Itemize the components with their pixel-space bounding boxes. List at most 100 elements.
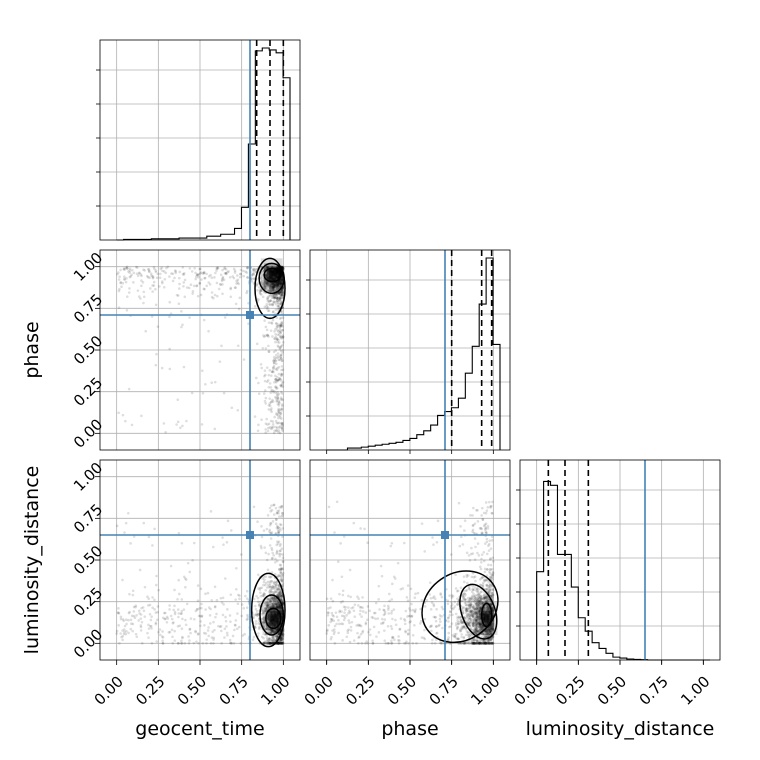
sample-point: [281, 267, 285, 270]
sample-point: [182, 575, 186, 579]
sample-point: [263, 601, 266, 605]
sample-point: [266, 614, 270, 617]
sample-point: [275, 605, 279, 609]
sample-point: [277, 642, 281, 645]
sample-point: [391, 582, 394, 586]
sample-point: [137, 295, 141, 298]
sample-point: [266, 616, 270, 620]
sample-point: [278, 282, 282, 286]
sample-point: [277, 275, 280, 279]
sample-point: [273, 623, 277, 627]
sample-point: [277, 274, 280, 277]
sample-point: [254, 622, 258, 626]
hist-bar: [557, 554, 564, 660]
sample-point: [279, 316, 283, 320]
sample-point: [281, 291, 285, 294]
sample-point: [274, 287, 277, 290]
sample-point: [271, 335, 274, 338]
sample-point: [357, 636, 360, 639]
sample-point: [266, 265, 270, 269]
sample-point: [277, 275, 281, 278]
sample-point: [271, 590, 275, 594]
sample-point: [277, 272, 281, 276]
sample-point: [274, 272, 278, 276]
sample-point: [278, 609, 282, 612]
sample-point: [269, 628, 273, 632]
sample-point: [275, 274, 279, 278]
sample-point: [272, 282, 276, 285]
sample-point: [276, 272, 279, 275]
sample-point: [181, 272, 185, 276]
sample-point: [266, 266, 269, 269]
sample-point: [277, 414, 280, 418]
sample-point: [277, 338, 280, 342]
sample-point: [279, 294, 282, 298]
sample-point: [271, 596, 274, 600]
sample-point: [271, 585, 274, 588]
sample-point: [245, 618, 249, 621]
sample-point: [209, 642, 213, 645]
sample-point: [274, 412, 278, 415]
sample-point: [273, 601, 277, 604]
sample-point: [275, 604, 279, 608]
sample-point: [271, 629, 275, 632]
sample-point: [258, 604, 261, 608]
sample-point: [279, 567, 283, 570]
sample-point: [276, 333, 280, 337]
sample-point: [235, 279, 238, 283]
sample-point: [270, 427, 273, 431]
sample-point: [480, 553, 484, 556]
sample-point: [275, 286, 278, 289]
sample-point: [268, 603, 271, 607]
sample-point: [276, 588, 280, 591]
sample-point: [234, 598, 237, 601]
sample-point: [278, 606, 282, 610]
sample-point: [269, 642, 272, 645]
sample-point: [149, 624, 153, 628]
sample-point: [262, 616, 266, 619]
sample-point: [256, 600, 260, 604]
sample-point: [276, 619, 279, 622]
sample-point: [266, 601, 269, 604]
sample-point: [277, 275, 281, 278]
sample-point: [263, 609, 266, 613]
sample-point: [131, 589, 135, 593]
sample-point: [269, 628, 273, 632]
sample-point: [266, 615, 270, 619]
sample-point: [280, 642, 284, 645]
sample-point: [275, 526, 279, 530]
sample-point: [278, 414, 282, 417]
sample-point: [129, 627, 133, 631]
sample-point: [276, 526, 280, 529]
sample-point: [222, 278, 226, 282]
sample-point: [271, 520, 275, 523]
sample-point: [184, 623, 188, 627]
hist-bar: [544, 481, 551, 660]
sample-point: [269, 521, 272, 525]
sample-point: [277, 281, 280, 284]
sample-point: [268, 615, 271, 619]
hist-bar: [375, 445, 382, 450]
sample-point: [275, 429, 279, 432]
sample-point: [245, 606, 249, 609]
sample-point: [268, 286, 272, 290]
sample-point: [264, 286, 268, 290]
sample-point: [271, 642, 275, 645]
sample-point: [117, 411, 120, 415]
sample-point: [274, 271, 278, 275]
sample-point: [142, 521, 146, 525]
sample-point: [164, 271, 168, 275]
sample-point: [277, 330, 280, 333]
sample-point: [225, 631, 229, 635]
sample-point: [271, 624, 275, 628]
sample-point: [264, 641, 268, 645]
sample-point: [271, 282, 275, 286]
sample-point: [268, 369, 272, 372]
sample-point: [180, 325, 183, 329]
sample-point: [275, 272, 279, 276]
sample-point: [261, 295, 265, 299]
sample-point: [160, 280, 164, 283]
sample-point: [174, 270, 177, 273]
sample-point: [266, 334, 270, 337]
